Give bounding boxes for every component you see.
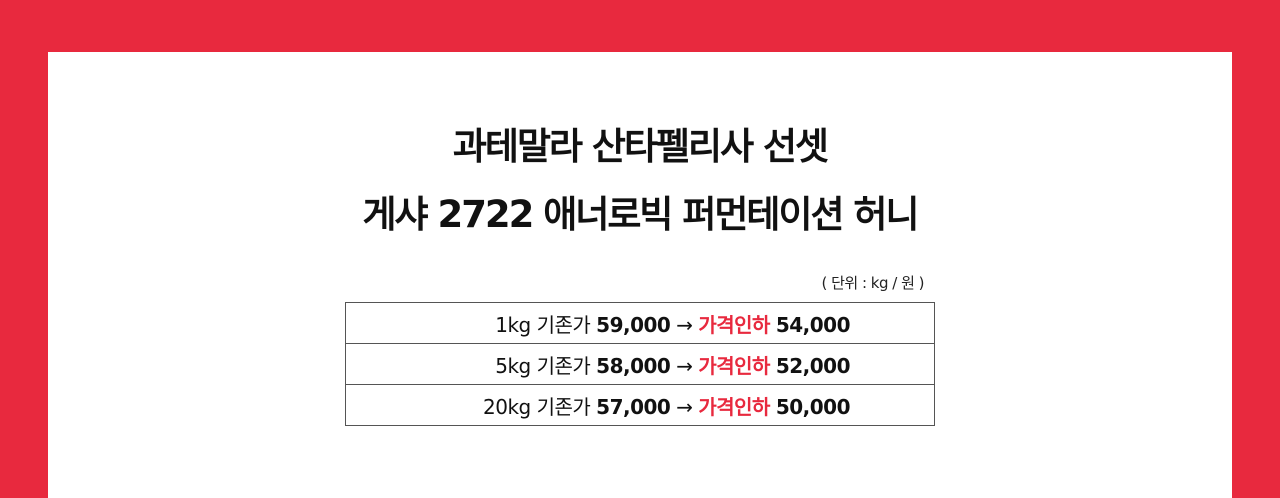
table-row: 5kg 기존가 58,000 → 가격인하 52,000 xyxy=(345,343,935,385)
weight: 1kg xyxy=(495,312,531,337)
base-price: 58,000 xyxy=(596,353,671,378)
arrow-icon: → xyxy=(676,394,693,419)
sale-label: 가격인하 xyxy=(698,394,770,419)
title-line-2: 게샤 2722 애너로빅 퍼먼테이션 허니 xyxy=(362,193,919,236)
content-panel: 과테말라 산타펠리사 선셋 게샤 2722 애너로빅 퍼먼테이션 허니 ( 단위… xyxy=(48,52,1232,498)
sale-price: 50,000 xyxy=(775,394,851,419)
table-row: 1kg 기존가 59,000 → 가격인하 54,000 xyxy=(345,302,935,344)
title-line-1: 과테말라 산타펠리사 선셋 xyxy=(452,125,829,168)
arrow-icon: → xyxy=(676,353,693,378)
weight: 20kg xyxy=(483,394,531,419)
unit-note: ( 단위 : kg / 원 ) xyxy=(821,274,924,292)
table-row: 20kg 기존가 57,000 → 가격인하 50,000 xyxy=(345,384,935,426)
base-label: 기존가 xyxy=(536,312,591,337)
weight: 5kg xyxy=(495,353,531,378)
base-label: 기존가 xyxy=(536,394,591,419)
sale-label: 가격인하 xyxy=(698,353,770,378)
base-label: 기존가 xyxy=(536,353,591,378)
sale-price: 52,000 xyxy=(775,353,851,378)
sale-price: 54,000 xyxy=(775,312,851,337)
arrow-icon: → xyxy=(676,312,693,337)
sale-label: 가격인하 xyxy=(698,312,770,337)
base-price: 57,000 xyxy=(596,394,671,419)
base-price: 59,000 xyxy=(596,312,671,337)
price-table: 1kg 기존가 59,000 → 가격인하 54,000 5kg 기존가 58,… xyxy=(345,302,935,426)
